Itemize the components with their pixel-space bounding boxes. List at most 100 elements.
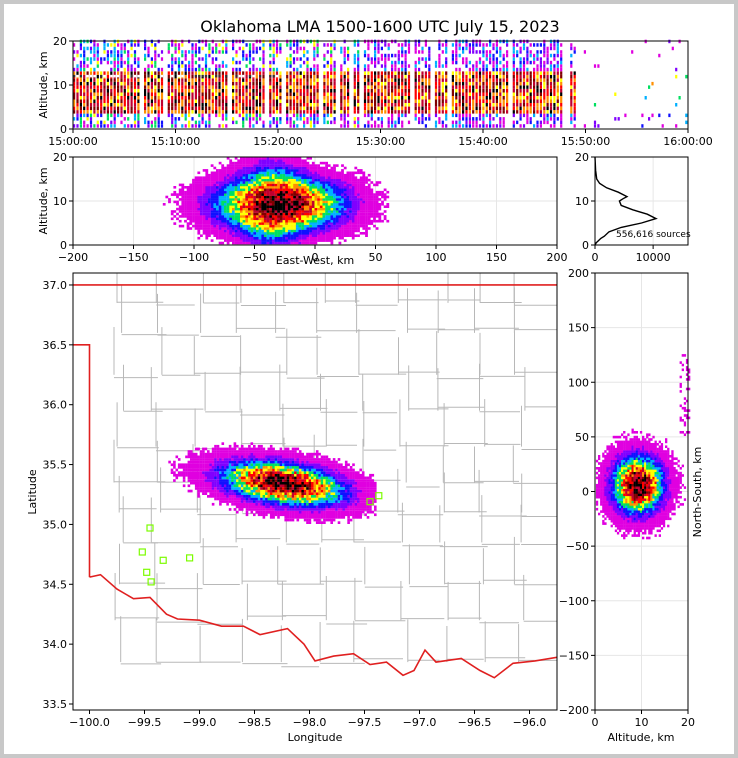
density-cell bbox=[204, 81, 208, 86]
density-cell bbox=[397, 99, 400, 103]
density-cell bbox=[133, 106, 137, 111]
density-cell bbox=[428, 74, 431, 79]
density-cell bbox=[407, 78, 411, 82]
density-cell bbox=[327, 229, 331, 233]
density-cell bbox=[226, 188, 230, 192]
density-cell bbox=[314, 205, 318, 208]
density-cell bbox=[210, 217, 214, 221]
density-cell bbox=[292, 106, 296, 111]
density-cell bbox=[407, 89, 411, 93]
density-cell bbox=[325, 198, 328, 201]
density-cell bbox=[200, 181, 203, 184]
density-cell bbox=[192, 193, 195, 196]
density-cell bbox=[215, 81, 218, 86]
density-cell bbox=[253, 207, 257, 211]
density-cell bbox=[261, 183, 265, 187]
density-cell bbox=[354, 212, 358, 216]
density-cell bbox=[539, 74, 542, 79]
density-cell bbox=[380, 81, 383, 86]
density-cell bbox=[271, 205, 275, 208]
density-cell bbox=[314, 210, 318, 213]
density-cell bbox=[377, 85, 380, 89]
density-cell bbox=[188, 60, 191, 65]
density-cell bbox=[248, 99, 252, 103]
density-cell bbox=[472, 110, 475, 114]
density-cell bbox=[354, 229, 358, 233]
density-cell bbox=[641, 113, 644, 118]
density-cell bbox=[485, 67, 488, 72]
density-cell bbox=[387, 117, 390, 121]
density-cell bbox=[113, 57, 116, 61]
density-cell bbox=[181, 224, 185, 228]
density-cell bbox=[346, 188, 350, 192]
density-cell bbox=[418, 71, 421, 75]
density-cell bbox=[86, 78, 89, 82]
density-cell bbox=[103, 89, 106, 93]
density-cell bbox=[289, 60, 292, 65]
density-cell bbox=[197, 183, 201, 187]
density-cell bbox=[333, 227, 336, 230]
density-cell bbox=[295, 195, 299, 199]
density-cell bbox=[248, 241, 251, 245]
density-cell bbox=[266, 157, 270, 160]
density-cell bbox=[147, 81, 150, 86]
density-cell bbox=[130, 96, 133, 100]
density-cell bbox=[106, 106, 109, 111]
density-cell bbox=[418, 81, 421, 86]
density-cell bbox=[120, 78, 123, 82]
density-cell bbox=[242, 74, 245, 78]
density-cell bbox=[76, 92, 79, 96]
density-cell bbox=[277, 236, 280, 240]
density-cell bbox=[341, 198, 344, 201]
density-cell bbox=[299, 103, 302, 107]
density-cell bbox=[306, 207, 310, 211]
density-cell bbox=[248, 124, 252, 128]
density-cell bbox=[374, 53, 377, 58]
density-cell bbox=[512, 103, 515, 107]
density-cell bbox=[173, 193, 177, 196]
density-cell bbox=[218, 210, 222, 213]
density-cell bbox=[194, 92, 197, 96]
density-cell bbox=[86, 71, 89, 75]
density-cell bbox=[317, 190, 320, 194]
density-cell bbox=[296, 85, 299, 89]
density-cell bbox=[73, 78, 76, 82]
density-cell bbox=[274, 193, 278, 196]
density-cell bbox=[367, 53, 370, 58]
density-cell bbox=[533, 67, 536, 72]
density-cell bbox=[289, 110, 292, 114]
density-cell bbox=[322, 234, 326, 237]
density-cell bbox=[322, 217, 326, 221]
density-cell bbox=[248, 43, 252, 47]
density-cell bbox=[282, 234, 286, 237]
density-cell bbox=[685, 113, 688, 118]
density-cell bbox=[184, 186, 187, 189]
density-cell bbox=[242, 173, 246, 177]
density-cell bbox=[218, 186, 222, 189]
density-cell bbox=[256, 181, 259, 184]
density-cell bbox=[502, 110, 505, 114]
density-cell bbox=[221, 110, 224, 114]
density-cell bbox=[377, 43, 380, 47]
density-cell bbox=[370, 81, 373, 86]
density-cell bbox=[259, 57, 262, 61]
density-cell bbox=[184, 99, 187, 103]
density-cell bbox=[489, 124, 492, 128]
density-cell bbox=[256, 183, 259, 187]
density-cell bbox=[204, 60, 208, 65]
density-cell bbox=[262, 67, 265, 72]
density-cell bbox=[191, 43, 194, 47]
density-cell bbox=[309, 224, 312, 228]
density-cell bbox=[208, 183, 211, 187]
density-cell bbox=[177, 60, 181, 65]
density-cell bbox=[178, 224, 182, 228]
density-cell bbox=[296, 46, 299, 51]
density-cell bbox=[299, 57, 302, 61]
density-cell bbox=[242, 103, 245, 107]
density-cell bbox=[323, 43, 326, 47]
density-cell bbox=[316, 106, 319, 111]
density-cell bbox=[519, 85, 522, 89]
density-cell bbox=[549, 124, 553, 128]
density-cell bbox=[184, 106, 187, 111]
density-cell bbox=[323, 110, 326, 114]
